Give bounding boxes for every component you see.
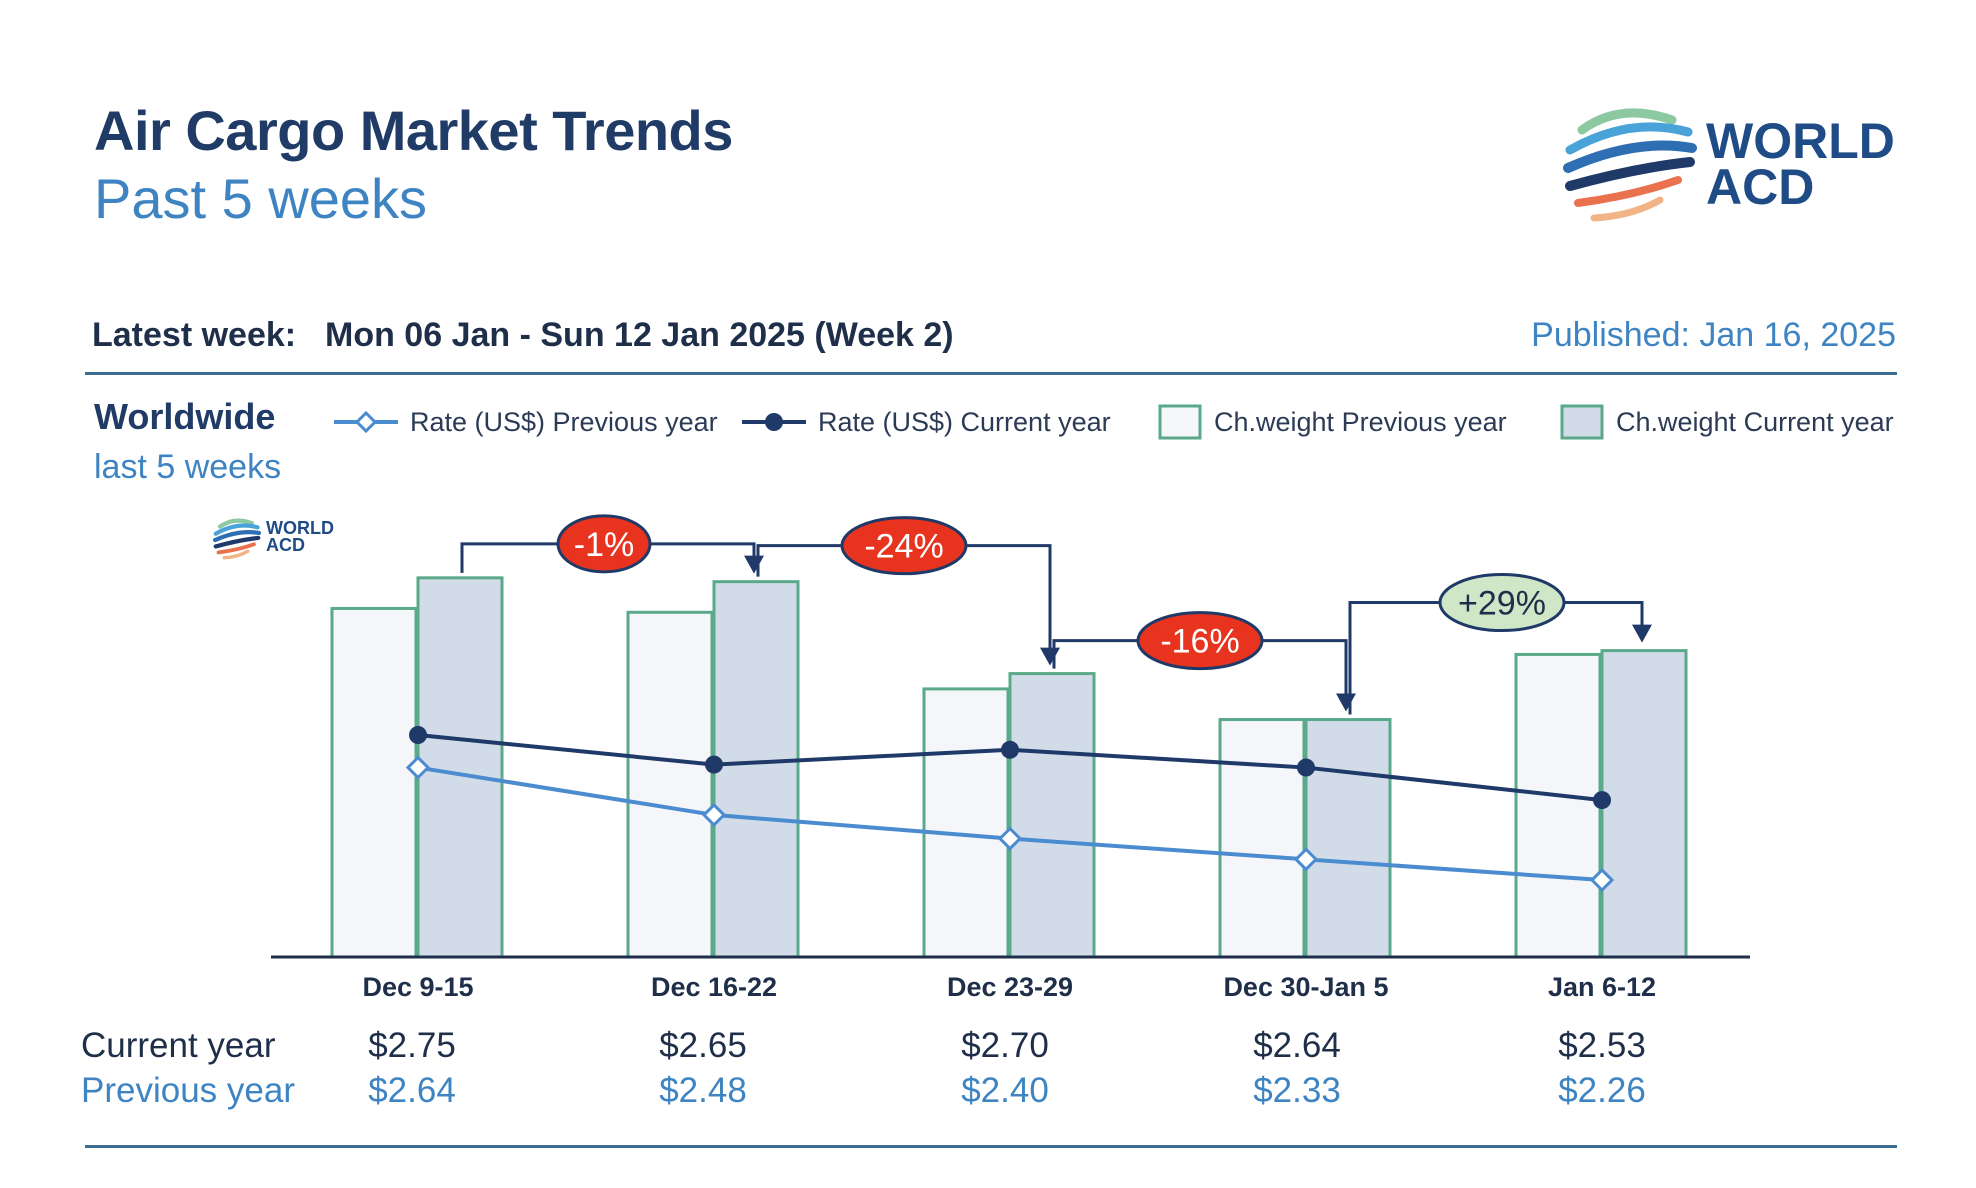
change-badge-label: -16%: [1160, 623, 1239, 661]
x-tick-label: Jan 6-12: [1548, 972, 1656, 1002]
x-tick-label: Dec 30-Jan 5: [1223, 972, 1388, 1002]
previous-year-value: $2.40: [961, 1071, 1049, 1110]
previous-year-value: $2.33: [1253, 1071, 1341, 1110]
bottom-divider: [85, 1145, 1897, 1148]
open-box-icon: [1158, 404, 1202, 440]
previous-year-label: Previous year: [81, 1071, 295, 1110]
bar-chweight-current: [1304, 718, 1392, 959]
point-rate-current: [705, 755, 723, 774]
world-acd-logo: WORLD ACD: [1560, 100, 1900, 230]
change-arrowhead: [1336, 693, 1356, 712]
logo-line-acd: ACD: [1706, 159, 1815, 215]
current-year-value: $2.75: [368, 1026, 456, 1065]
legend-rate-previous: Rate (US$) Previous year: [332, 402, 718, 442]
chart-watermark-logo: WORLD ACD: [212, 516, 352, 562]
change-badge-label: -1%: [574, 526, 634, 564]
change-arrowhead: [744, 555, 764, 574]
legend-weight-current: Ch.weight Current year: [1560, 402, 1894, 442]
change-badge-label: -24%: [864, 528, 943, 566]
current-year-value: $2.64: [1253, 1026, 1341, 1065]
filled-box-icon: [1560, 404, 1604, 440]
legend-label: Ch.weight Previous year: [1214, 406, 1507, 437]
bar-chweight-current: [712, 580, 800, 959]
top-divider: [85, 372, 1897, 375]
point-rate-previous: [701, 802, 727, 828]
logo-line-acd: ACD: [266, 534, 305, 555]
page-title: Air Cargo Market Trends: [94, 99, 733, 162]
point-rate-current: [409, 726, 427, 744]
bar-chweight-current: [416, 576, 504, 959]
published-date: Published: Jan 16, 2025: [1531, 316, 1896, 354]
point-rate-current: [1297, 758, 1315, 777]
globe-swoosh-icon: [212, 518, 262, 560]
latest-week-value: Mon 06 Jan - Sun 12 Jan 2025 (Week 2): [325, 316, 954, 354]
bar-chweight-previous: [626, 610, 714, 959]
x-tick-label: Dec 23-29: [947, 972, 1073, 1002]
change-badge: [840, 516, 968, 576]
bar-chweight-current: [1008, 672, 1096, 959]
change-arrowhead: [1040, 647, 1060, 666]
legend-label: Ch.weight Current year: [1616, 406, 1894, 437]
previous-year-value: $2.26: [1558, 1071, 1646, 1110]
bar-chweight-previous: [1218, 718, 1306, 959]
current-year-label: Current year: [81, 1026, 276, 1065]
point-rate-previous: [1293, 847, 1319, 872]
change-badge: [1136, 611, 1264, 671]
legend-weight-previous: Ch.weight Previous year: [1158, 402, 1507, 442]
logo-line-world: WORLD: [266, 518, 334, 538]
latest-week-label: Latest week:: [92, 316, 297, 354]
globe-swoosh-icon: [1563, 108, 1697, 222]
change-arrowhead: [1632, 624, 1652, 643]
point-rate-previous: [405, 755, 431, 780]
bar-chweight-previous: [922, 687, 1010, 959]
current-year-value: $2.70: [961, 1026, 1049, 1065]
legend-rate-current: Rate (US$) Current year: [740, 402, 1111, 442]
point-rate-current: [1593, 791, 1611, 810]
region-title: Worldwide: [94, 396, 276, 437]
bar-chweight-previous: [330, 606, 418, 959]
bar-chweight-previous: [1514, 652, 1602, 959]
change-badge: [556, 514, 652, 574]
previous-year-value: $2.64: [368, 1071, 456, 1110]
line-filled-circle-icon: [742, 413, 806, 431]
point-rate-previous: [997, 826, 1023, 851]
legend-label: Rate (US$) Previous year: [410, 406, 718, 437]
current-year-value: $2.65: [659, 1026, 747, 1065]
legend-label: Rate (US$) Current year: [818, 406, 1111, 437]
line-open-diamond-icon: [334, 410, 398, 434]
bar-chweight-current: [1600, 649, 1688, 959]
region-period: last 5 weeks: [94, 448, 282, 486]
change-badge: [1438, 573, 1566, 633]
current-year-value: $2.53: [1558, 1026, 1646, 1065]
point-rate-previous: [1589, 867, 1615, 893]
page-subtitle: Past 5 weeks: [94, 167, 428, 230]
x-tick-label: Dec 16-22: [651, 972, 777, 1002]
point-rate-current: [1001, 740, 1019, 759]
x-tick-label: Dec 9-15: [362, 972, 473, 1002]
previous-year-value: $2.48: [659, 1071, 747, 1110]
change-badge-label: +29%: [1458, 585, 1546, 623]
logo-line-world: WORLD: [1706, 113, 1895, 169]
